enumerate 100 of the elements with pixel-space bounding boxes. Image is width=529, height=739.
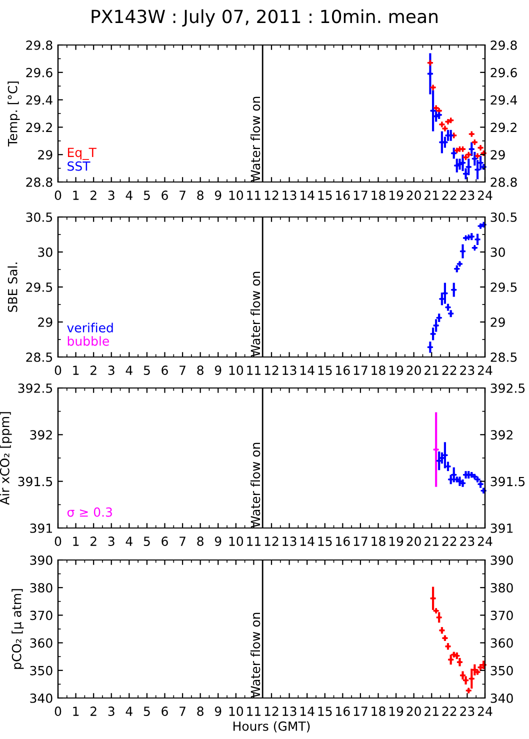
x-tick-label: 13 (282, 366, 296, 376)
x-tick-label: 22 (442, 366, 456, 375)
x-tick-label: 23 (460, 366, 474, 376)
y2-tick-label: 28.8 (490, 177, 517, 187)
x-tick-label: 3 (108, 536, 114, 546)
y-tick-label: 370 (30, 610, 52, 620)
x-tick-label: 2 (90, 706, 96, 716)
y-tick-label: 390 (30, 555, 52, 565)
x-tick-label: 17 (354, 366, 368, 375)
x-tick-label: 4 (126, 536, 132, 546)
x-tick-label: 18 (372, 366, 386, 376)
x-tick-label: 2 (90, 190, 96, 200)
x-tick-label: 12 (264, 190, 278, 200)
x-tick-label: 6 (162, 190, 168, 200)
x-tick-label: 7 (180, 536, 186, 546)
x-tick-label: 18 (372, 190, 386, 200)
y2-tick-label: 29.5 (490, 282, 517, 292)
y2-tick-label: 390 (490, 555, 513, 565)
y-tick-label: 29 (38, 317, 52, 327)
x-tick-label: 20 (406, 366, 421, 376)
x-tick-label: 5 (144, 706, 150, 716)
legend-label: bubble (68, 336, 109, 346)
y2-tick-label: 29 (490, 150, 505, 160)
x-tick-label: 21 (424, 536, 438, 546)
x-tick-label: 15 (318, 536, 332, 546)
x-tick-label: 10 (229, 190, 244, 200)
y2-tick-label: 380 (490, 583, 513, 593)
x-tick-label: 23 (460, 706, 474, 716)
x-tick-label: 11 (247, 536, 261, 546)
x-tick-label: 6 (162, 536, 168, 546)
x-tick-label: 19 (389, 706, 404, 716)
y2-tick-label: 350 (490, 666, 513, 676)
x-tick-label: 23 (460, 536, 474, 546)
y2-tick-label: 370 (490, 610, 513, 620)
x-tick-label: 10 (229, 706, 244, 716)
x-tick-label: 24 (478, 190, 492, 200)
x-tick-label: 16 (336, 366, 350, 376)
y-tick-label: 30 (38, 247, 52, 257)
x-tick-label: 20 (406, 706, 421, 716)
x-tick-label: 18 (372, 536, 386, 546)
x-tick-label: 16 (336, 706, 350, 716)
y-tick-label: 340 (30, 693, 52, 703)
x-tick-label: 8 (197, 190, 204, 200)
x-tick-label: 22 (442, 190, 456, 200)
x-tick-label: 8 (197, 706, 204, 716)
y2-tick-label: 391 (490, 523, 513, 533)
x-tick-label: 4 (126, 190, 132, 200)
y2-tick-label: 360 (490, 638, 513, 648)
x-tick-label: 19 (389, 190, 404, 200)
y-tick-label: 29.6 (26, 68, 52, 78)
x-tick-label: 19 (389, 366, 404, 376)
y2-tick-label: 28.5 (490, 352, 517, 362)
y-tick-label: 360 (30, 638, 52, 648)
x-tick-label: 8 (197, 536, 204, 546)
x-tick-label: 9 (214, 190, 222, 200)
x-tick-label: 11 (247, 706, 261, 716)
x-tick-label: 9 (214, 706, 222, 716)
x-tick-label: 12 (264, 706, 278, 716)
y-tick-label: 29 (38, 150, 52, 160)
x-tick-label: 10 (229, 536, 244, 546)
x-tick-label: 7 (180, 366, 186, 375)
x-tick-label: 15 (318, 706, 332, 716)
x-tick-label: 19 (389, 536, 404, 546)
x-tick-label: 12 (264, 366, 278, 375)
y2-tick-label: 30.5 (490, 212, 517, 222)
x-tick-label: 24 (478, 536, 492, 546)
x-tick-label: 0 (54, 536, 62, 546)
y2-tick-label: 340 (490, 693, 513, 703)
x-tick-label: 13 (282, 536, 296, 546)
x-tick-label: 24 (478, 706, 492, 716)
x-tick-label: 13 (282, 190, 296, 200)
x-tick-label: 14 (300, 366, 314, 375)
y2-tick-label: 392 (490, 430, 512, 440)
x-tick-label: 1 (73, 190, 79, 200)
x-tick-label: 9 (214, 536, 222, 546)
x-tick-label: 17 (354, 190, 368, 200)
y-tick-label: 391 (30, 523, 52, 533)
x-tick-label: 24 (478, 366, 492, 375)
x-tick-label: 16 (336, 536, 350, 546)
y-tick-label: 28.8 (26, 177, 52, 187)
x-tick-label: 8 (197, 366, 204, 376)
ref-line-label: Water flow on (250, 96, 260, 182)
x-tick-label: 14 (300, 190, 314, 200)
text: SST (68, 161, 90, 171)
y-tick-label: 392.5 (18, 383, 52, 393)
y2-tick-label: 29 (490, 317, 505, 327)
x-tick-label: 11 (247, 366, 261, 375)
x-tick-label: 6 (162, 366, 168, 376)
x-tick-label: 12 (264, 536, 278, 546)
x-tick-label: 0 (54, 366, 62, 376)
y-axis-title: pCO₂ [μ atm] (12, 589, 24, 669)
y-axis-title: Air xCO₂ [ppm] (0, 412, 12, 505)
x-tick-label: 21 (424, 190, 438, 200)
x-tick-label: 5 (144, 366, 150, 376)
text: Eq_T (68, 148, 97, 160)
x-tick-label: 17 (354, 706, 368, 716)
x-tick-label: 5 (144, 190, 150, 200)
y2-tick-label: 29.6 (490, 68, 517, 78)
x-tick-label: 20 (406, 190, 421, 200)
ref-line-label: Water flow on (250, 612, 260, 698)
